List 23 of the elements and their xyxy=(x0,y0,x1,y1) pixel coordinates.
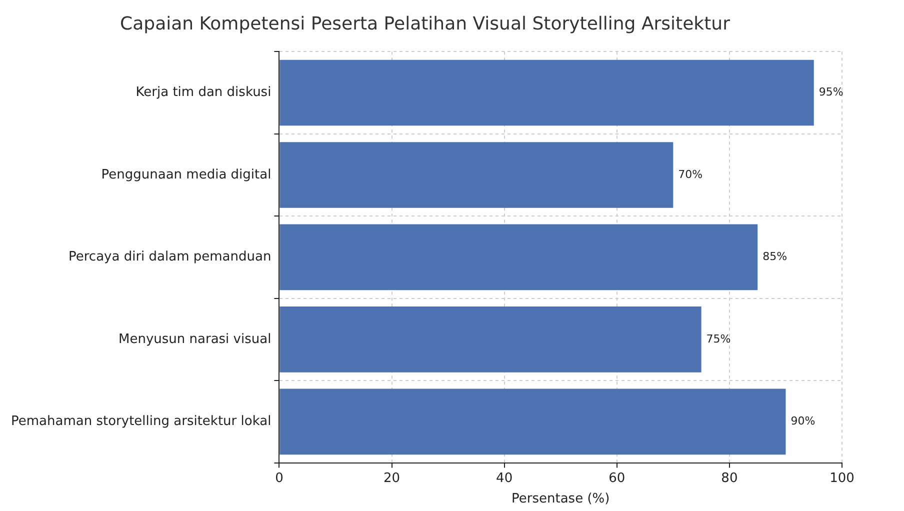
bar xyxy=(280,60,814,126)
y-tick-label: Kerja tim dan diskusi xyxy=(136,85,272,100)
chart-title: Capaian Kompetensi Peserta Pelatihan Visual Storytelling Arsitektur xyxy=(120,13,731,34)
bar xyxy=(280,142,674,208)
y-tick-label: Percaya diri dalam pemanduan xyxy=(68,250,272,265)
x-tick-label: 0 xyxy=(275,470,284,486)
x-tick-label: 100 xyxy=(830,470,854,486)
x-tick-label: 40 xyxy=(496,470,513,486)
bar xyxy=(280,388,786,455)
x-axis-title: Persentase (%) xyxy=(512,492,610,507)
data-label: 90% xyxy=(790,414,816,428)
data-label: 75% xyxy=(706,332,731,346)
data-label: 95% xyxy=(818,86,844,99)
y-tick-label: Penggunaan media digital xyxy=(101,167,272,182)
x-tick-label: 80 xyxy=(721,470,738,486)
y-tick-label: Pemahaman storytelling arsitektur lokal xyxy=(11,414,272,430)
y-tick-label: Menyusun narasi visual xyxy=(118,332,272,347)
bar xyxy=(280,306,702,372)
bar xyxy=(280,224,758,290)
data-label: 70% xyxy=(678,168,703,181)
data-label: 85% xyxy=(762,250,788,264)
x-tick-label: 60 xyxy=(608,470,626,486)
x-tick-label: 20 xyxy=(383,470,400,486)
